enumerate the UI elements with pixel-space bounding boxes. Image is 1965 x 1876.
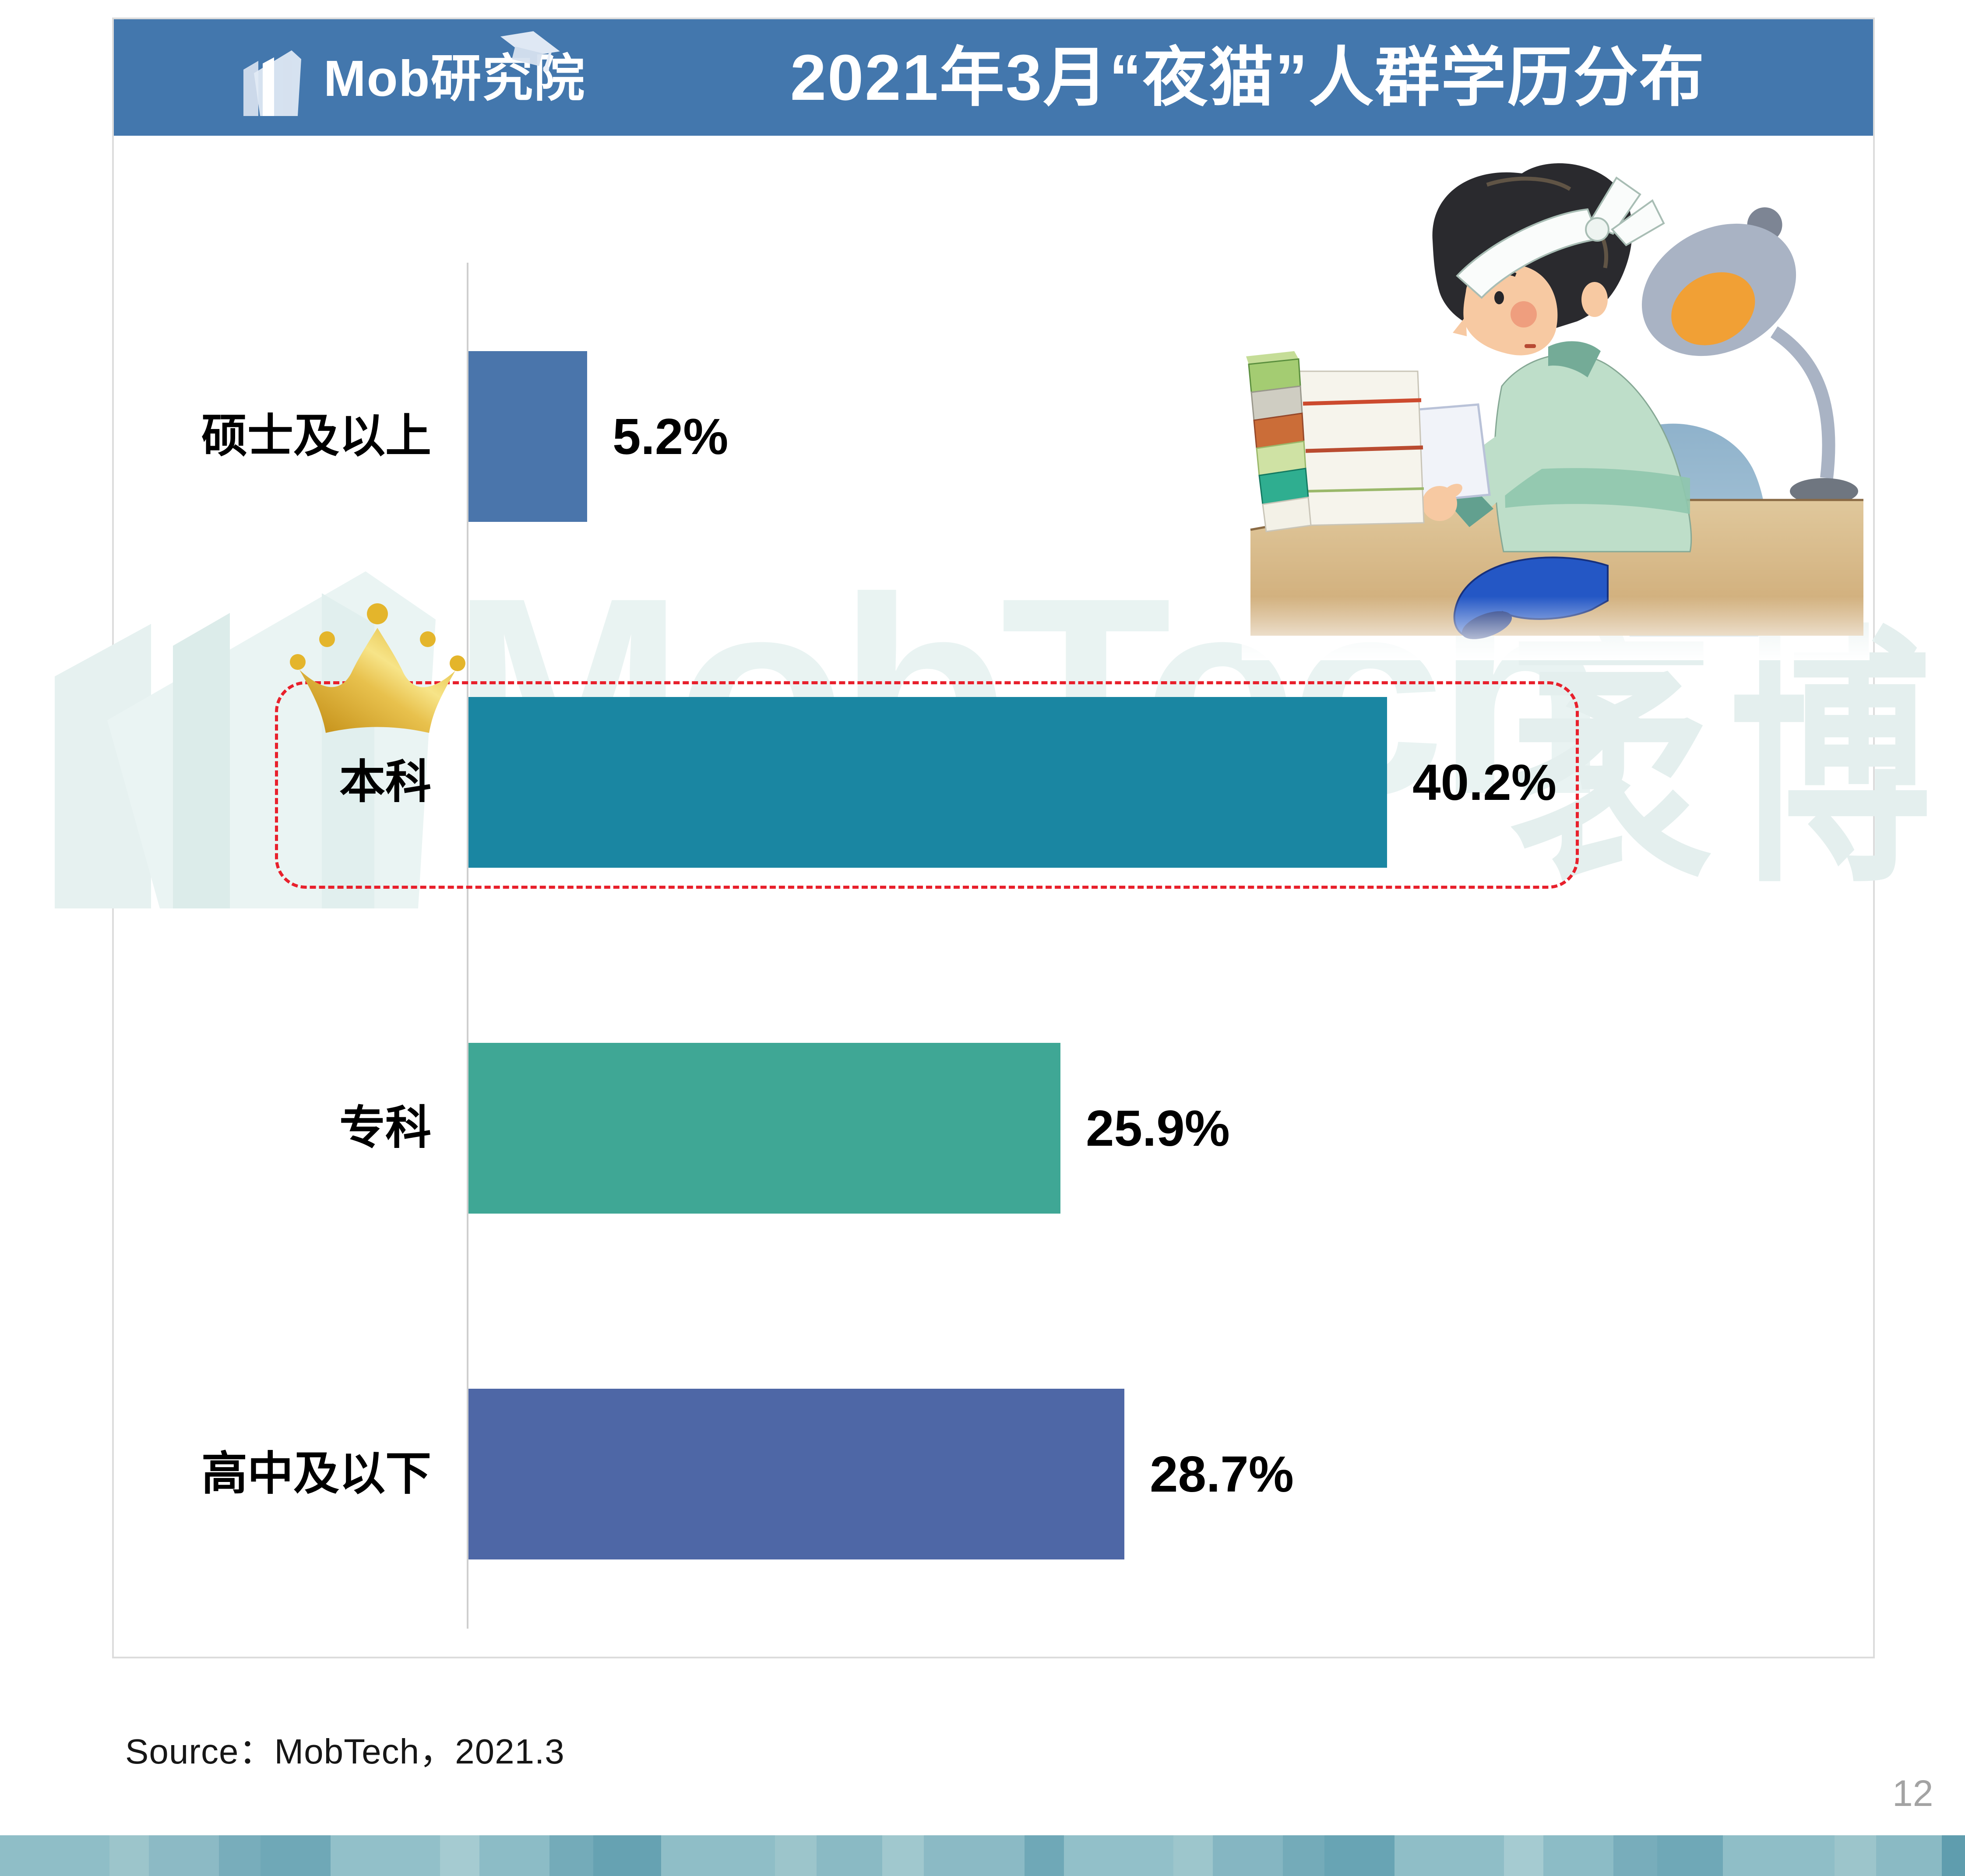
source-note: Source：MobTech，2021.3 [125, 1732, 565, 1771]
footer-mosaic-segment [1025, 1835, 1064, 1876]
value-label: 25.9% [1086, 1100, 1230, 1157]
category-label: 硕士及以上 [201, 411, 431, 462]
highlight-dashed-frame [275, 681, 1579, 889]
chart-axis-line [467, 263, 468, 1629]
footer-mosaic-segment [149, 1835, 219, 1876]
brand-logo: Mob研究院 [231, 37, 585, 120]
footer-mosaic-segment [0, 1835, 109, 1876]
brand-logo-text: Mob研究院 [324, 50, 586, 107]
footer-mosaic-segment [775, 1835, 817, 1876]
footer-mosaic-segment [1613, 1835, 1657, 1876]
footer-mosaic-segment [1543, 1835, 1613, 1876]
footer-mosaic-segment [1942, 1835, 1965, 1876]
footer-mosaic-segment [1213, 1835, 1283, 1876]
bar-本科 [468, 697, 1387, 868]
category-label: 本科 [339, 757, 431, 808]
footer-mosaic-segment [1723, 1835, 1835, 1876]
footer-mosaic-segment [882, 1835, 924, 1876]
night-study-scene [1242, 163, 1870, 660]
bar-高中及以下 [468, 1389, 1124, 1559]
footer-mosaic-segment [1657, 1835, 1723, 1876]
category-label: 专科 [339, 1102, 431, 1154]
footer-mosaic-segment [661, 1835, 775, 1876]
footer-mosaic-segment [1504, 1835, 1543, 1876]
category-label: 高中及以下 [201, 1448, 431, 1499]
footer-mosaic-segment [1173, 1835, 1213, 1876]
footer-mosaic-segment [1064, 1835, 1173, 1876]
watermark-cjk: 袤博 [1511, 610, 1948, 914]
footer-mosaic [0, 1835, 1965, 1876]
footer-mosaic-segment [817, 1835, 882, 1876]
crown-icon [290, 603, 465, 733]
slide-header [114, 19, 1873, 136]
bar-专科 [468, 1043, 1060, 1214]
value-label: 28.7% [1150, 1446, 1294, 1503]
desk-lamp-head [1641, 207, 1796, 356]
desk-lamp-arm [1770, 326, 1835, 479]
footer-mosaic-segment [219, 1835, 261, 1876]
footer-mosaic-segment [1876, 1835, 1942, 1876]
building-icon [243, 50, 301, 116]
book-stack [1246, 351, 1425, 532]
footer-mosaic-segment [331, 1835, 440, 1876]
footer-mosaic-segment [549, 1835, 593, 1876]
footer-mosaic-segment [261, 1835, 331, 1876]
footer-mosaic-segment [440, 1835, 479, 1876]
footer-mosaic-segment [593, 1835, 661, 1876]
footer-mosaic-segment [1324, 1835, 1395, 1876]
footer-mosaic-segment [479, 1835, 549, 1876]
footer-mosaic-segment [109, 1835, 149, 1876]
footer-mosaic-segment [924, 1835, 1025, 1876]
footer-mosaic-segment [1395, 1835, 1504, 1876]
footer-mosaic-segment [1283, 1835, 1324, 1876]
page-number: 12 [1892, 1773, 1933, 1814]
value-label: 5.2% [613, 408, 729, 465]
graduation-cap-icon [500, 31, 560, 72]
bar-硕士及以上 [468, 351, 587, 522]
page-title: 2021年3月“夜猫”人群学历分布 [790, 42, 1706, 114]
value-label: 40.2% [1412, 754, 1557, 811]
footer-mosaic-segment [1835, 1835, 1876, 1876]
